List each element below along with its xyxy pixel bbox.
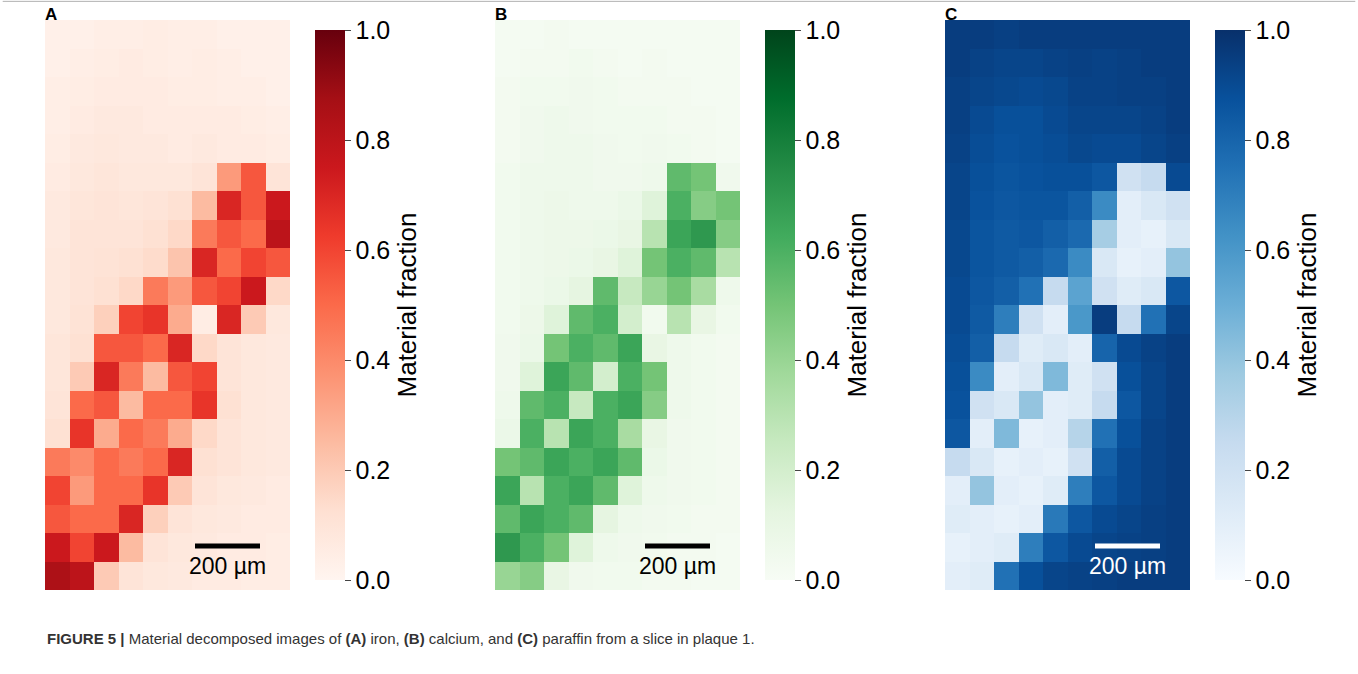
svg-text:1.0: 1.0 xyxy=(356,16,391,44)
svg-text:200 µm: 200 µm xyxy=(639,553,716,579)
svg-text:0.8: 0.8 xyxy=(806,126,841,154)
svg-text:Material fraction: Material fraction xyxy=(392,213,422,398)
svg-text:0.8: 0.8 xyxy=(356,126,391,154)
svg-text:0.6: 0.6 xyxy=(356,236,391,264)
svg-text:0.4: 0.4 xyxy=(806,346,841,374)
svg-text:0.6: 0.6 xyxy=(806,236,841,264)
svg-text:0.4: 0.4 xyxy=(1256,346,1291,374)
svg-text:1.0: 1.0 xyxy=(1256,16,1291,44)
svg-text:A: A xyxy=(45,5,57,24)
svg-text:0.4: 0.4 xyxy=(356,346,391,374)
svg-text:B: B xyxy=(495,5,507,24)
svg-text:0.0: 0.0 xyxy=(1256,566,1291,594)
svg-text:1.0: 1.0 xyxy=(806,16,841,44)
svg-text:200 µm: 200 µm xyxy=(1089,553,1166,579)
svg-text:Material fraction: Material fraction xyxy=(842,213,872,398)
svg-text:FIGURE 5 | Material decomposed: FIGURE 5 | Material decomposed images of… xyxy=(47,630,755,647)
svg-text:200 µm: 200 µm xyxy=(189,553,266,579)
svg-text:0.2: 0.2 xyxy=(1256,456,1291,484)
svg-text:0.0: 0.0 xyxy=(806,566,841,594)
svg-text:C: C xyxy=(945,5,957,24)
svg-text:0.8: 0.8 xyxy=(1256,126,1291,154)
svg-text:0.0: 0.0 xyxy=(356,566,391,594)
svg-text:0.2: 0.2 xyxy=(356,456,391,484)
svg-text:0.2: 0.2 xyxy=(806,456,841,484)
svg-text:Material fraction: Material fraction xyxy=(1292,213,1322,398)
svg-text:0.6: 0.6 xyxy=(1256,236,1291,264)
